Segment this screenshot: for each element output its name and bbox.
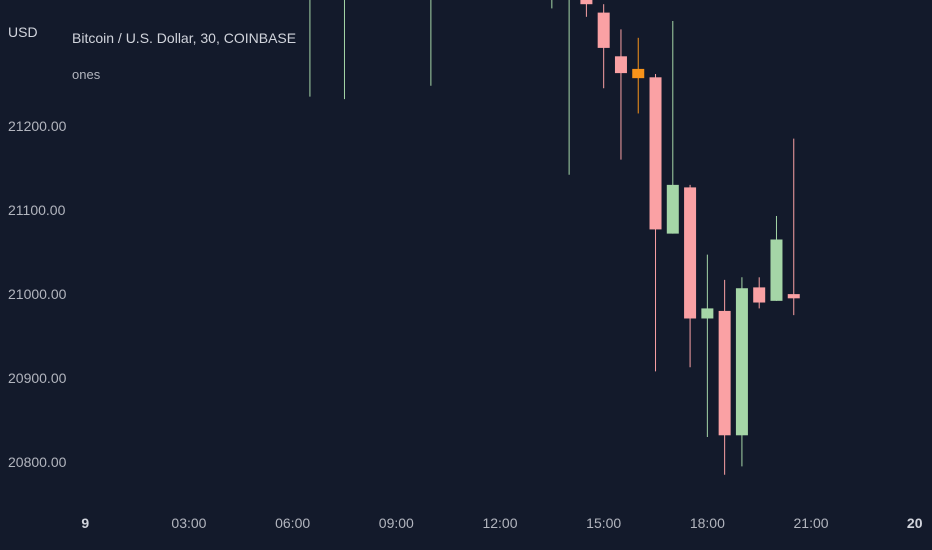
x-tick-label: 03:00 [171, 515, 206, 531]
x-tick-label: 20 [907, 515, 923, 531]
candle-body [632, 68, 645, 79]
y-tick-label: 21100.00 [8, 202, 66, 218]
candle-body [701, 308, 714, 319]
candle[interactable] [304, 0, 316, 97]
x-axis: 9 03:00 06:00 09:00 12:00 15:00 18:00 21:00 20 [81, 515, 922, 531]
x-tick-label: 09:00 [379, 515, 414, 531]
currency-label: USD [8, 24, 38, 40]
x-tick-label: 21:00 [794, 515, 829, 531]
candle[interactable] [338, 0, 350, 100]
candle-body [666, 184, 679, 234]
y-axis: 21200.00 21100.00 21000.00 20900.00 20800.00 [8, 118, 67, 470]
candle[interactable] [597, 4, 610, 89]
y-tick-label: 20800.00 [8, 454, 67, 470]
candle-body [614, 56, 627, 74]
candle[interactable] [684, 184, 697, 368]
x-tick-label: 12:00 [482, 515, 517, 531]
candle[interactable] [770, 215, 783, 301]
symbol-title[interactable]: Bitcoin / U.S. Dollar, 30, COINBASE [72, 30, 296, 46]
candle[interactable] [753, 277, 766, 309]
x-tick-label: 18:00 [690, 515, 725, 531]
candle-body [787, 294, 800, 299]
candle[interactable] [701, 254, 714, 437]
candle[interactable] [666, 21, 679, 234]
x-tick-label: 15:00 [586, 515, 621, 531]
candle[interactable] [563, 0, 575, 175]
candle[interactable] [614, 29, 627, 160]
candle-body [649, 77, 662, 230]
x-tick-label: 06:00 [275, 515, 310, 531]
candle[interactable] [735, 277, 748, 467]
y-tick-label: 21200.00 [8, 118, 67, 134]
candle-body [718, 310, 731, 436]
candle-body [735, 288, 748, 436]
candle-body [684, 187, 697, 319]
candle-body [580, 0, 593, 5]
candle-body [770, 239, 783, 301]
candle[interactable] [787, 138, 800, 316]
candle[interactable] [718, 279, 731, 475]
candle[interactable] [425, 0, 437, 86]
candles-layer [304, 0, 800, 475]
candle[interactable] [632, 37, 645, 114]
candle-body [753, 287, 766, 303]
indicator-label[interactable]: ones [72, 67, 101, 82]
candle-body [597, 12, 610, 48]
y-tick-label: 20900.00 [8, 370, 67, 386]
candle[interactable] [649, 73, 662, 372]
candle[interactable] [580, 0, 593, 17]
x-tick-label: 9 [81, 515, 89, 531]
y-tick-label: 21000.00 [8, 286, 67, 302]
